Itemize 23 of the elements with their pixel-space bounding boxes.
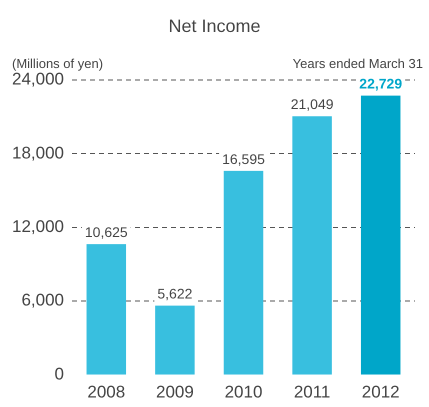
y-tick-label: 6,000 <box>21 290 64 310</box>
y-tick-label: 12,000 <box>12 216 64 236</box>
y-axis-title: (Millions of yen) <box>12 56 104 71</box>
data-label: 22,729 <box>359 75 402 92</box>
data-label: 10,625 <box>84 224 128 240</box>
bar <box>155 306 195 375</box>
y-tick-label: 18,000 <box>12 143 64 162</box>
chart-title: Net Income <box>168 16 261 36</box>
x-tick-label: 2010 <box>224 382 262 402</box>
data-label: 16,595 <box>222 150 266 167</box>
y-tick-label: 24,000 <box>12 70 64 89</box>
bar <box>86 244 126 375</box>
data-label: 5,622 <box>157 285 193 302</box>
x-tick-label: 2012 <box>362 382 400 402</box>
bar <box>292 116 332 375</box>
bar <box>224 170 264 375</box>
bar <box>360 96 400 375</box>
x-tick-label: 2008 <box>87 382 126 402</box>
y-tick-label: 0 <box>54 364 64 384</box>
x-tick-label: 2011 <box>294 382 330 402</box>
x-tick-label: 2009 <box>156 382 194 402</box>
data-label: 21,049 <box>290 96 334 112</box>
text: Years ended March 31 <box>292 56 423 71</box>
